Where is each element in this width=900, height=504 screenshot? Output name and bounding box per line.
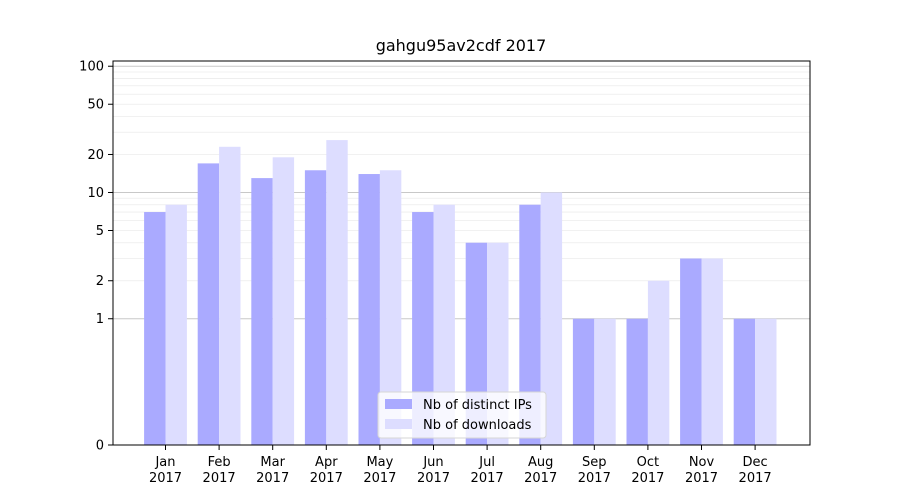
- bar-downloads: [326, 140, 348, 445]
- bar-distinct-ips: [519, 204, 541, 445]
- x-tick-label-month: Jan: [154, 455, 175, 470]
- x-tick-label-year: 2017: [685, 471, 718, 486]
- legend: Nb of distinct IPs Nb of downloads: [377, 391, 547, 439]
- y-tick-label: 100: [79, 60, 104, 75]
- bar-downloads: [540, 192, 563, 445]
- x-tick-label-year: 2017: [631, 471, 664, 486]
- x-tick-label-year: 2017: [417, 471, 450, 486]
- y-tick-label: 5: [96, 224, 104, 239]
- bar-downloads: [755, 318, 777, 445]
- bars-layer: [144, 140, 777, 446]
- x-tick-label-month: Sep: [582, 455, 607, 470]
- y-tick-label: 20: [87, 148, 104, 163]
- x-tick-label-month: Apr: [315, 455, 338, 470]
- x-tick-label-month: Jun: [422, 455, 443, 470]
- legend-label: Nb of distinct IPs: [423, 398, 532, 413]
- x-tick-label-year: 2017: [310, 471, 343, 486]
- x-tick-label-year: 2017: [578, 471, 611, 486]
- bar-downloads: [433, 204, 455, 445]
- x-tick-label-year: 2017: [739, 471, 772, 486]
- y-tick-label: 10: [87, 186, 104, 201]
- bar-downloads: [272, 157, 295, 445]
- bar-distinct-ips: [572, 318, 595, 445]
- legend-box: [377, 391, 547, 439]
- x-tick-label-year: 2017: [149, 471, 182, 486]
- x-tick-label-month: Aug: [528, 455, 553, 470]
- x-tick-label-year: 2017: [471, 471, 504, 486]
- legend-swatch: [385, 419, 412, 429]
- x-tick-label-month: Oct: [637, 455, 659, 470]
- x-tick-label-year: 2017: [524, 471, 557, 486]
- bar-downloads: [219, 146, 241, 445]
- bar-downloads: [379, 170, 402, 445]
- bar-downloads: [594, 318, 616, 445]
- legend-swatch: [385, 399, 412, 409]
- bar-downloads: [647, 280, 670, 445]
- x-tick-label-year: 2017: [363, 471, 396, 486]
- chart-title: gahgu95av2cdf 2017: [376, 36, 547, 55]
- x-tick-label-month: May: [366, 455, 393, 470]
- y-tick-label: 50: [87, 98, 104, 113]
- y-tick-label: 1: [96, 312, 104, 327]
- bar-distinct-ips: [680, 258, 702, 445]
- bar-distinct-ips: [197, 163, 220, 445]
- bar-distinct-ips: [304, 170, 327, 445]
- plot-frame: [112, 60, 811, 446]
- x-tick-label-month: Feb: [208, 455, 231, 470]
- bar-distinct-ips: [251, 178, 273, 446]
- bar-downloads: [701, 258, 723, 445]
- x-tick-label-year: 2017: [203, 471, 236, 486]
- x-tick-label-month: Mar: [260, 455, 285, 470]
- bar-distinct-ips: [144, 212, 166, 445]
- bar-distinct-ips: [412, 212, 434, 445]
- bar-distinct-ips: [358, 174, 380, 445]
- bar-distinct-ips: [626, 318, 648, 445]
- bar-distinct-ips: [733, 318, 756, 445]
- legend-label: Nb of downloads: [423, 418, 532, 433]
- x-tick-label-month: Dec: [743, 455, 768, 470]
- y-tick-label: 2: [96, 274, 104, 289]
- y-tick-label: 0: [96, 439, 104, 454]
- x-tick-label-month: Nov: [689, 455, 715, 470]
- x-tick-label-month: Jul: [478, 455, 495, 470]
- x-tick-label-year: 2017: [256, 471, 289, 486]
- axis-layer: Jan2017Feb2017Mar2017Apr2017May2017Jun20…: [79, 60, 811, 486]
- bar-downloads: [165, 204, 187, 445]
